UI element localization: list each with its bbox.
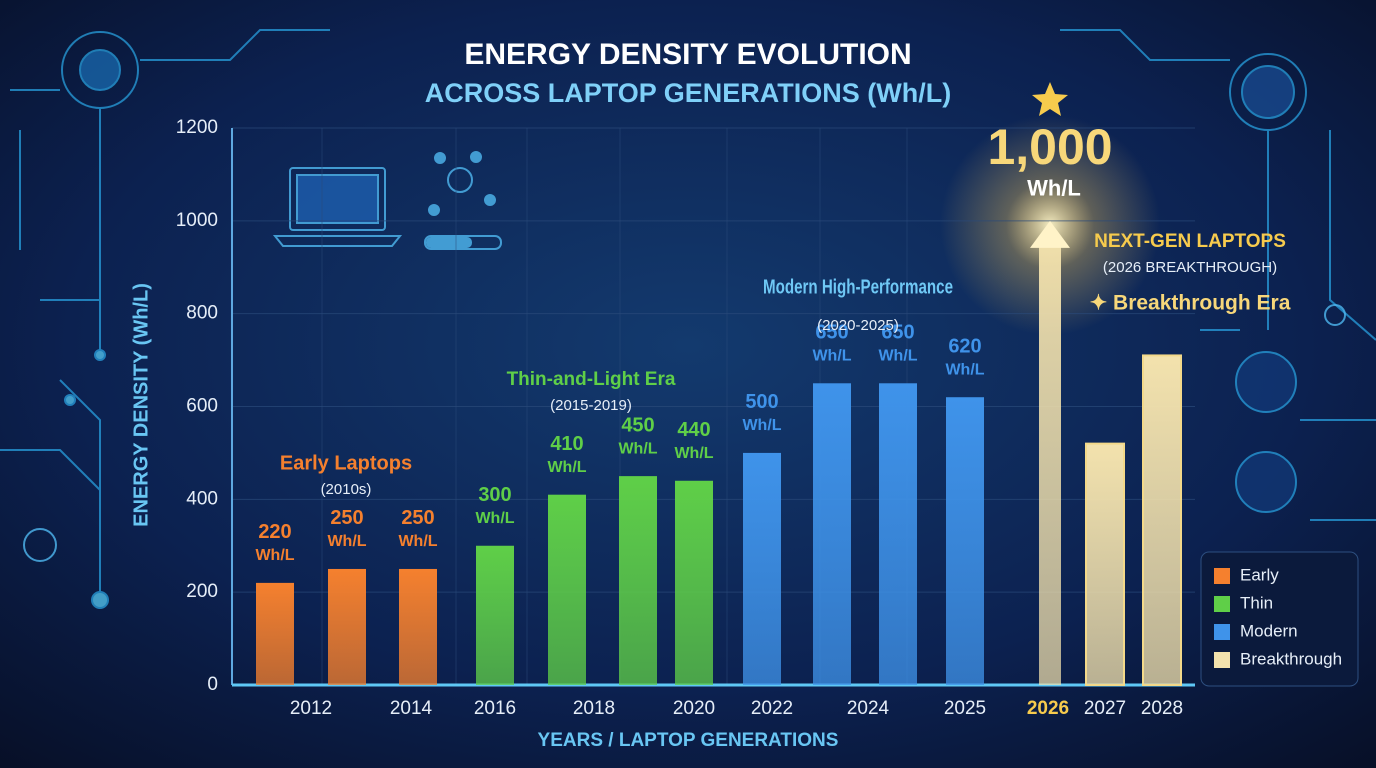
x-tick-label: 2014 [390,698,433,719]
circuit-decoration [0,29,1376,609]
value-unit: Wh/L [547,459,586,476]
value-label: 450 [621,414,654,436]
laptop-icon [23,151,1346,562]
value-unit: Wh/L [1027,176,1081,201]
value-label: 500 [745,391,778,413]
y-tick-label: 1000 [176,210,218,231]
value-label: 650 [881,322,914,344]
x-tick-label: 2024 [847,698,890,719]
annotation-subtitle: (2015-2019) [550,397,632,414]
value-label: 220 [258,521,291,543]
annotation-subtitle: (2010s) [321,481,372,498]
annotation-subtitle: (2026 BREAKTHROUGH) [1103,259,1277,276]
legend-swatch [1214,596,1230,612]
arrow-head [1030,220,1070,248]
value-label: 650 [815,322,848,344]
value-unit: Wh/L [812,348,851,365]
annotation-subtitle: (2020-2025) [817,317,899,334]
bar [675,480,713,685]
legend-label: Thin [1240,593,1273,612]
legend-swatch [1214,652,1230,668]
x-tick-label: 2012 [290,698,332,719]
x-tick-label: 2025 [944,698,986,719]
bar [813,383,851,685]
bar [548,494,586,685]
x-tick-label: 2020 [673,698,715,719]
chart-title: ENERGY DENSITY EVOLUTION [464,38,911,71]
bar [256,582,294,685]
legend-swatch [1214,624,1230,640]
value-label: 410 [550,433,583,455]
value-unit: Wh/L [255,547,294,564]
bar [619,476,657,685]
value-label: 250 [401,507,434,529]
value-unit: Wh/L [945,361,984,378]
y-tick-label: 600 [186,396,218,417]
y-axis-label: ENERGY DENSITY (Wh/L) [130,283,152,527]
bar [1085,442,1125,686]
y-tick-label: 800 [186,303,218,324]
annotation-title: Early Laptops [280,452,412,474]
legend-label: Modern [1240,621,1298,640]
value-unit: Wh/L [327,533,366,550]
annotation-title: Modern High-Performance [763,276,953,298]
legend: Early Thin Modern Breakthrough [1200,551,1359,687]
x-tick-label: 2018 [573,698,615,719]
value-unit: Wh/L [398,533,437,550]
annotation-title: Thin-and-Light Era [507,369,676,390]
x-tick-label: 2028 [1141,698,1183,719]
y-tick-label: 1200 [176,117,218,138]
value-unit: Wh/L [475,510,514,527]
y-tick-label: 400 [186,488,218,509]
value-unit: Wh/L [674,445,713,462]
legend-box [1200,551,1359,687]
x-tick-label: 2016 [474,698,516,719]
value-label: 250 [330,507,363,529]
annotation-note: ✦ Breakthrough Era [1090,292,1291,315]
legend-label: Early [1240,565,1279,584]
bar [1142,354,1182,686]
value-unit: Wh/L [618,440,657,457]
legend-swatch [1214,568,1230,584]
bar [743,452,781,685]
y-tick-label: 200 [186,581,218,602]
bar [879,383,917,685]
star [1032,82,1068,116]
value-unit: Wh/L [878,348,917,365]
value-label: 620 [948,335,981,357]
bar [399,568,437,685]
bar [476,545,514,685]
chart-subtitle: ACROSS LAPTOP GENERATIONS (Wh/L) [425,78,952,108]
x-tick-label: 2027 [1084,698,1126,719]
value-label: 1,000 [987,119,1112,175]
x-axis-label: YEARS / LAPTOP GENERATIONS [538,730,839,751]
legend-label: Breakthrough [1240,649,1342,668]
value-label: 300 [478,484,511,506]
value-label: 440 [677,419,710,441]
bar [1039,245,1061,686]
bar [328,568,366,685]
x-tick-label: 2026 [1027,698,1069,719]
x-tick-label: 2022 [751,698,793,719]
annotation-title: NEXT-GEN LAPTOPS [1094,231,1286,252]
bar [946,397,984,685]
value-unit: Wh/L [742,417,781,434]
y-tick-label: 0 [207,674,218,695]
